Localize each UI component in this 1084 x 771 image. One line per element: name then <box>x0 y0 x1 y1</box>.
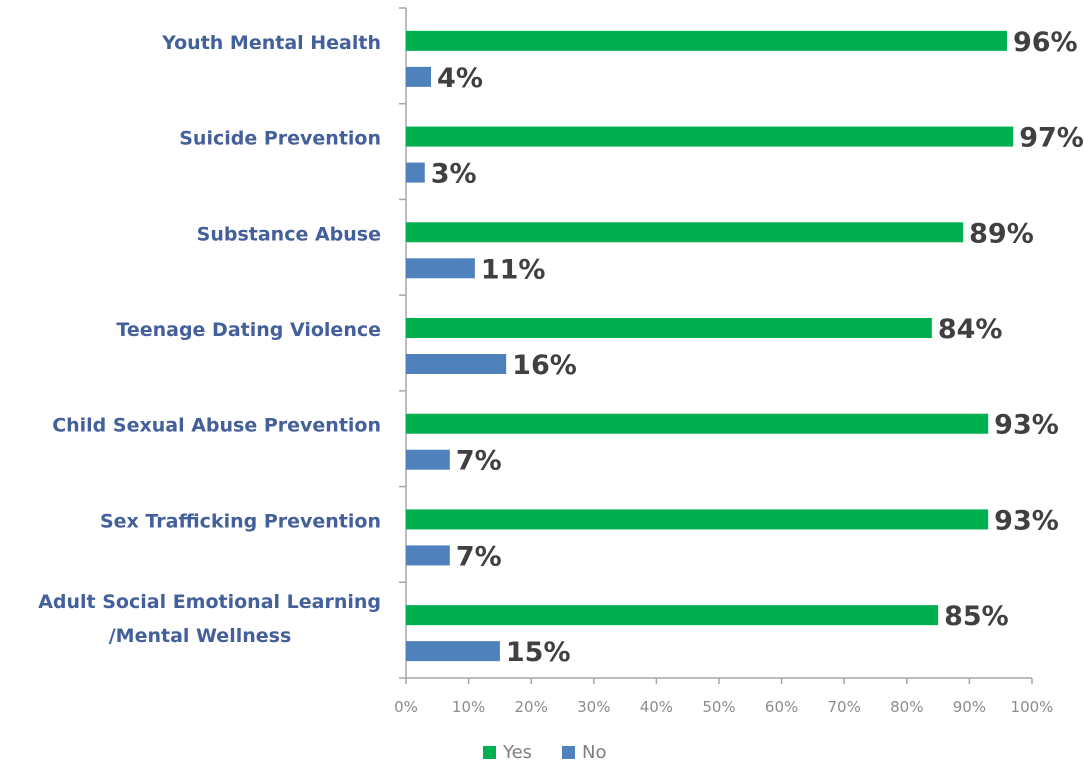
category-label: Substance Abuse <box>197 223 381 245</box>
bar-no <box>406 641 500 662</box>
x-tick-label: 0% <box>394 698 418 716</box>
data-label-no: 7% <box>456 446 502 477</box>
x-tick-label: 100% <box>1011 698 1054 716</box>
bar-no <box>406 162 425 183</box>
data-label-yes: 93% <box>994 505 1059 536</box>
category-label: Youth Mental Health <box>161 32 381 54</box>
bar-no <box>406 258 475 279</box>
bar-yes <box>406 126 1014 147</box>
bar-yes <box>406 413 989 434</box>
category-label: Child Sexual Abuse Prevention <box>52 415 381 437</box>
bar-yes <box>406 605 939 626</box>
data-label-yes: 85% <box>944 601 1009 632</box>
data-label-no: 11% <box>481 254 546 285</box>
data-label-yes: 89% <box>969 218 1034 249</box>
bar-yes <box>406 509 989 530</box>
data-label-yes: 84% <box>938 314 1003 345</box>
legend-label-no: No <box>582 742 606 763</box>
bar-no <box>406 449 450 470</box>
data-label-no: 16% <box>512 350 577 381</box>
x-tick-label: 60% <box>765 698 798 716</box>
x-tick-label: 40% <box>640 698 673 716</box>
data-label-yes: 93% <box>994 410 1059 441</box>
x-tick-label: 50% <box>702 698 735 716</box>
data-label-yes: 97% <box>1019 123 1084 154</box>
bar-yes <box>406 318 932 338</box>
x-tick-label: 30% <box>577 698 610 716</box>
legend-swatch-yes <box>483 746 496 759</box>
category-label: Adult Social Emotional Learning <box>38 591 381 613</box>
category-label: /Mental Wellness <box>109 625 292 647</box>
x-tick-label: 10% <box>452 698 485 716</box>
category-label: Suicide Prevention <box>179 128 381 150</box>
x-tick-label: 90% <box>953 698 986 716</box>
bar-no <box>406 545 450 566</box>
data-label-no: 15% <box>506 637 571 668</box>
x-tick-label: 70% <box>828 698 861 716</box>
data-label-no: 7% <box>456 541 502 572</box>
bar-yes <box>406 30 1007 51</box>
data-label-no: 3% <box>431 159 477 190</box>
legend-label-yes: Yes <box>502 742 532 763</box>
category-label: Teenage Dating Violence <box>116 319 381 341</box>
x-tick-label: 80% <box>890 698 923 716</box>
x-tick-label: 20% <box>515 698 548 716</box>
category-label: Sex Trafficking Prevention <box>100 510 381 532</box>
bar-yes <box>406 222 964 243</box>
bar-no <box>406 66 432 87</box>
data-label-no: 4% <box>437 63 483 94</box>
bar-no <box>406 354 507 374</box>
data-label-yes: 96% <box>1013 27 1078 58</box>
legend-swatch-no <box>562 746 575 759</box>
